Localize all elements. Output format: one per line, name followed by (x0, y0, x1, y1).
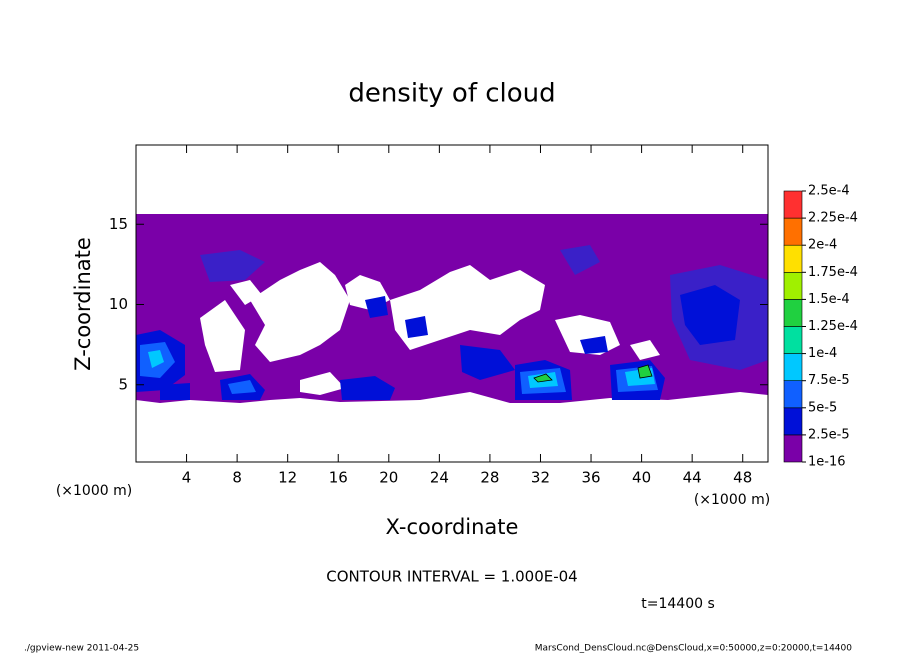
x-tick-label: 12 (278, 469, 297, 487)
colorbar-label: 1.25e-4 (808, 319, 858, 334)
colorbar-label: 2e-4 (808, 238, 837, 253)
colorbar-box (783, 326, 803, 354)
colorbar-box (783, 407, 803, 436)
colorbar-box (783, 217, 803, 246)
x-tick-label: 4 (182, 469, 192, 487)
y-tick-label: 5 (118, 375, 128, 393)
x-tick-label: 8 (232, 469, 242, 487)
colorbar-label: 1e-4 (808, 346, 837, 361)
colorbar-label: 2.5e-4 (808, 184, 850, 199)
colorbar-label: 5e-5 (808, 400, 837, 415)
colorbar-box (783, 244, 803, 273)
colorbar-box (783, 353, 803, 382)
colorbar-box (783, 434, 803, 463)
x-tick-label: 32 (531, 469, 550, 487)
x-tick-label: 48 (733, 469, 752, 487)
x-tick-label: 36 (581, 469, 600, 487)
time-label: t=14400 s (641, 596, 715, 612)
y-tick-label: 15 (109, 215, 128, 233)
footer-right: MarsCond_DensCloud.nc@DensCloud,x=0:5000… (535, 644, 852, 654)
colorbar-label: 7.5e-5 (808, 373, 850, 388)
colorbar-label: 2.25e-4 (808, 211, 858, 226)
contour-field (136, 214, 768, 403)
x-axis-label: X-coordinate (386, 515, 519, 539)
x-tick-label: 28 (480, 469, 499, 487)
colorbar-box (783, 380, 803, 409)
colorbar-label: 1e-16 (808, 455, 846, 470)
footer-left: ./gpview-new 2011-04-25 (24, 644, 139, 654)
contour-interval: CONTOUR INTERVAL = 1.000E-04 (326, 568, 577, 586)
x-tick-label: 24 (430, 469, 449, 487)
x-unit-right: (×1000 m) (694, 492, 770, 508)
field-blue (136, 245, 768, 400)
colorbar-box (783, 190, 803, 219)
colorbar-label: 1.5e-4 (808, 292, 850, 307)
colorbar-label: 2.5e-5 (808, 427, 850, 442)
plot-frame (135, 144, 769, 463)
colorbar-label: 1.75e-4 (808, 265, 858, 280)
y-axis-label: Z-coordinate (71, 237, 95, 371)
y-tick-label: 10 (109, 295, 128, 313)
chart-title: density of cloud (348, 79, 555, 109)
colorbar-box (783, 271, 803, 300)
colorbar-box (783, 299, 803, 327)
x-tick-label: 20 (379, 469, 398, 487)
x-unit-left: (×1000 m) (56, 483, 132, 499)
x-tick-label: 44 (683, 469, 702, 487)
x-tick-label: 16 (329, 469, 348, 487)
x-tick-label: 40 (632, 469, 651, 487)
